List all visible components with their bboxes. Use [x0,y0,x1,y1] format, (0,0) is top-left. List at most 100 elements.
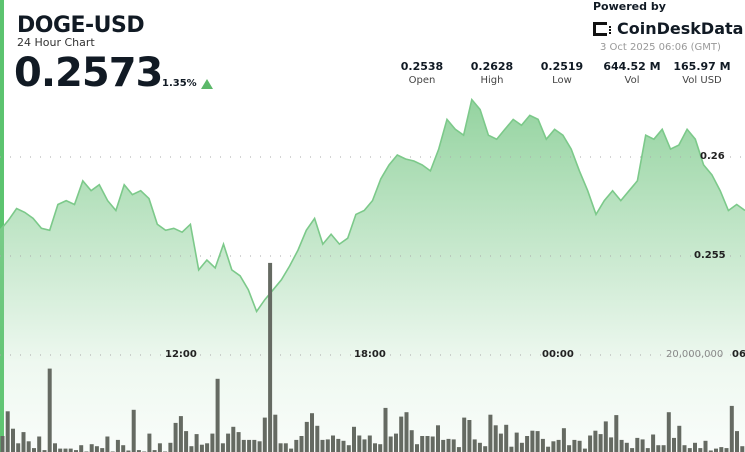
volume-bar [362,439,367,452]
volume-bar [661,445,666,452]
volume-bar [714,448,718,452]
volume-bar [708,450,713,452]
price-line [0,97,745,314]
volume-bar [231,426,236,452]
volume-bar [509,446,514,452]
volume-bar [37,436,42,452]
volume-bar [488,414,493,452]
volume-bar [100,448,105,452]
volume-bar [184,431,189,452]
stat-vol-usd: 165.97 M Vol USD [667,60,737,86]
volume-bar [168,442,173,452]
volume-bar [572,439,577,452]
volume-bar [310,413,314,452]
stat-label: Open [408,75,436,86]
volume-bar [53,443,57,452]
volume-bar [430,436,435,452]
volume-bar [651,434,656,452]
volume-bar [16,443,21,452]
volume-bar [394,433,398,452]
volume-bar [352,426,356,452]
volume-bar [346,445,351,452]
volume-bar [535,431,540,452]
volume-bar [21,432,26,452]
volume-bar [472,439,477,452]
volume-bar [189,446,194,452]
volume-bar [383,407,388,452]
volume-bar [194,434,199,452]
stat-label: High [480,75,504,86]
volume-bar [220,443,225,452]
stat-value: 165.97 M [673,60,731,73]
volume-bar [567,445,572,452]
volume-bar [105,436,110,452]
volume-bar [477,442,482,452]
volume-bar [483,446,488,452]
volume-bar [11,428,15,452]
volume-bar [373,443,377,452]
brand-name: CoinDeskData [617,19,744,38]
volume-bar [26,441,31,452]
stat-label: Vol USD [682,75,722,86]
volume-bar [257,441,262,452]
time-tick-label: 06 [732,349,745,360]
volume-bar [619,439,624,452]
volume-bar [451,439,456,452]
volume-bar [331,435,335,452]
volume-bar [5,411,10,452]
volume-bar [740,446,745,452]
volume-bar [236,432,241,452]
volume-bar [199,444,204,452]
stat-value: 644.52 M [603,60,661,73]
volume-bar [420,436,425,452]
price-change: 1.35% [162,78,197,89]
volume-bar [415,444,419,452]
current-price: 0.2573 [14,50,163,96]
volume-bar [404,412,409,452]
up-arrow-icon [201,79,213,89]
volume-tick-label: 20,000,000 [666,349,724,360]
volume-bar [252,439,257,452]
volume-bar [74,450,78,452]
volume-bar [525,436,530,452]
volume-bar [325,439,330,452]
volume-bar [315,425,320,452]
volume-bar [247,439,252,452]
volume-bar [79,445,84,452]
volume-bar [640,439,645,452]
volume-bar [131,409,136,452]
volume-bar [436,425,440,452]
volume-bar [126,450,131,452]
volume-bar [58,448,63,452]
stat-vol: 644.52 M Vol [597,60,667,86]
volume-bar [268,262,273,452]
volume-bar [462,417,467,452]
volume-bar [399,416,404,452]
volume-bar [719,447,724,452]
volume-bar [666,412,671,452]
volume-bar [729,405,734,452]
volume-bar [121,445,126,452]
volume-bar [63,448,68,452]
volume-bar [630,448,635,452]
volume-bar [136,450,141,452]
volume-bar [703,440,708,452]
volume-bar [546,446,551,452]
volume-bar [635,437,640,452]
volume-bar [0,436,5,452]
volume-bar [598,434,603,452]
powered-by-label: Powered by [593,0,666,13]
volume-bar [89,444,94,452]
stat-high: 0.2628 High [457,60,527,86]
volume-bar [304,421,309,452]
stat-label: Vol [624,75,640,86]
brand-logo: CoinDeskData [593,19,743,38]
volume-bar [672,437,676,452]
volume-bar [357,435,362,452]
volume-bar [498,433,503,452]
timestamp: 3 Oct 2025 06:06 (GMT) [600,42,721,53]
volume-bar [624,442,629,452]
volume-bar [299,436,304,452]
volume-bar [467,420,472,452]
